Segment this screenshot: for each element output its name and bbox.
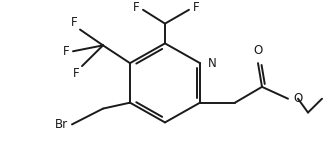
- Text: N: N: [208, 57, 217, 70]
- Text: O: O: [293, 92, 302, 105]
- Text: F: F: [193, 1, 200, 14]
- Text: F: F: [73, 67, 80, 80]
- Text: Br: Br: [55, 118, 68, 131]
- Text: O: O: [253, 44, 263, 57]
- Text: F: F: [132, 1, 139, 14]
- Text: F: F: [62, 45, 69, 58]
- Text: F: F: [71, 15, 78, 29]
